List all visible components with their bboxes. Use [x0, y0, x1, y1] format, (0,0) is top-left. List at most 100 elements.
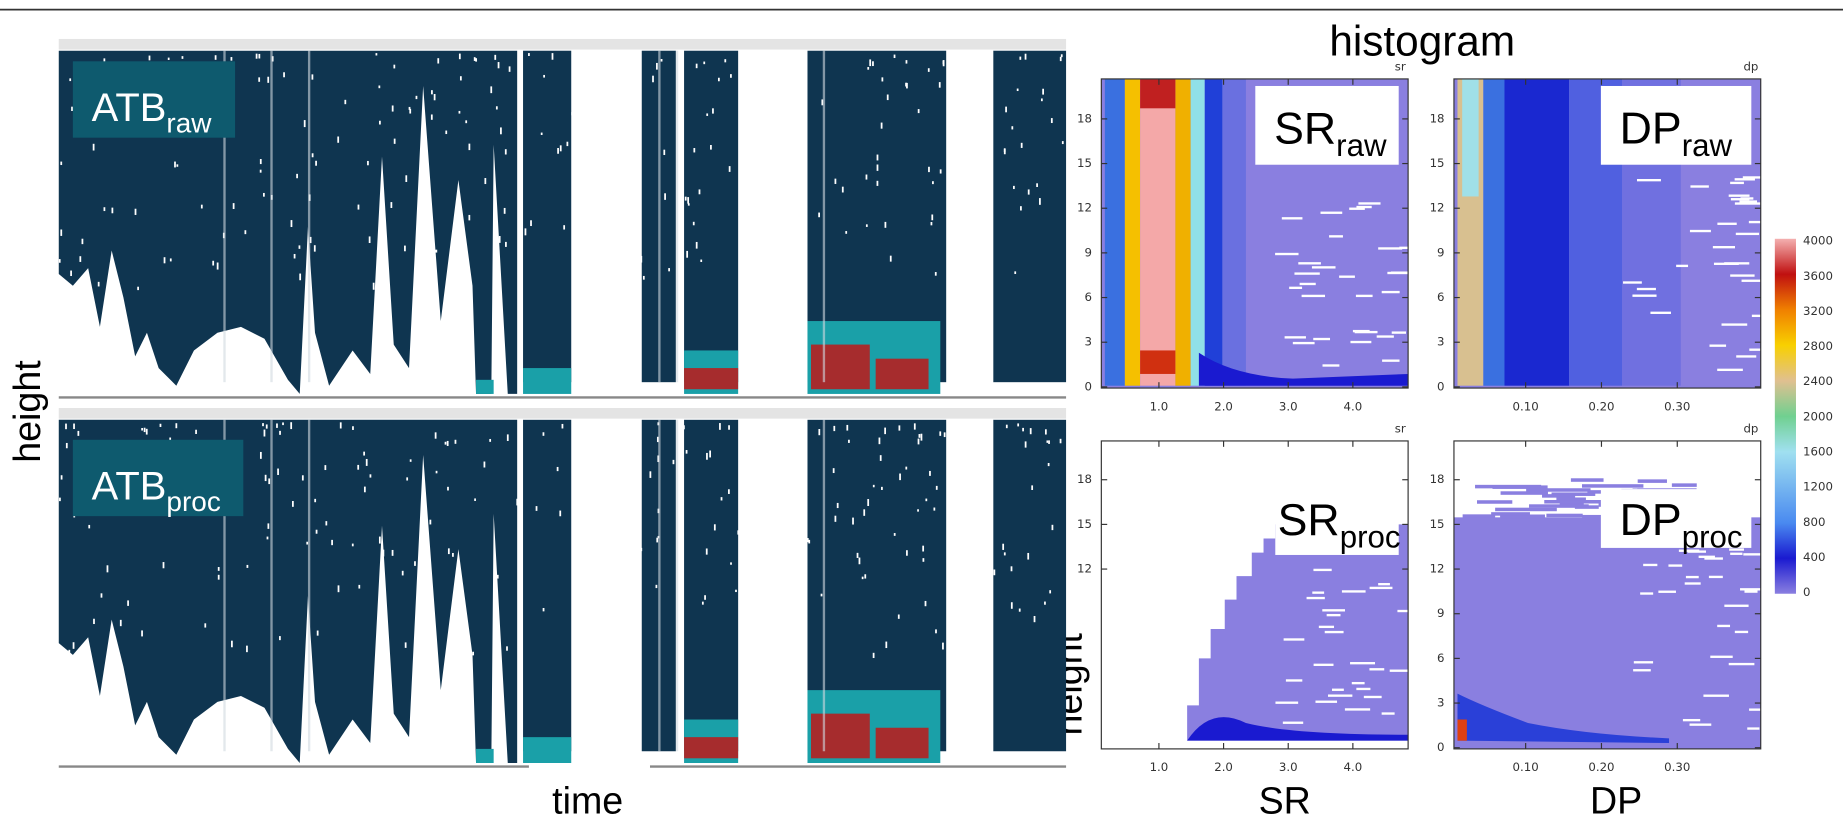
curtain	[993, 50, 1067, 383]
speck	[1381, 290, 1400, 294]
panel-label: SRraw	[1274, 105, 1387, 164]
speck	[1643, 563, 1658, 567]
speck	[416, 590, 419, 596]
speck	[935, 485, 938, 490]
speck	[563, 225, 566, 230]
speck	[942, 60, 945, 65]
streak	[270, 50, 273, 383]
speck	[358, 584, 361, 589]
y-tick-label: 12	[1077, 562, 1092, 576]
speck	[934, 272, 937, 276]
y-tick-label: 0	[1084, 379, 1091, 393]
speck	[447, 486, 449, 491]
x-tick-label: 1.0	[1150, 399, 1169, 413]
speck	[1390, 271, 1412, 274]
speck	[706, 452, 708, 460]
speck	[433, 94, 436, 101]
speck	[660, 58, 663, 62]
speck	[60, 475, 63, 480]
label-main: DP	[1620, 496, 1682, 545]
curtain	[993, 419, 1067, 752]
speck	[1339, 275, 1355, 278]
speck	[779, 201, 782, 208]
speck	[685, 450, 688, 454]
y-tick-label: 3	[1437, 335, 1444, 349]
speck	[974, 488, 977, 495]
y-tick-label: 6	[1437, 290, 1444, 304]
y-tick-label: 12	[1430, 201, 1445, 215]
speck	[1051, 524, 1054, 531]
speck	[1689, 723, 1712, 726]
speck	[1703, 694, 1729, 697]
speck	[375, 53, 378, 56]
speck	[283, 72, 285, 78]
speck	[1283, 638, 1305, 641]
speck	[81, 238, 84, 245]
streak	[658, 50, 661, 383]
speck	[949, 248, 952, 255]
speck	[246, 564, 249, 568]
density	[1581, 484, 1644, 488]
speck	[790, 464, 793, 471]
speck	[834, 515, 837, 522]
speck	[1632, 294, 1657, 297]
speck	[681, 192, 684, 196]
speck	[663, 149, 666, 156]
speck	[1378, 583, 1390, 586]
density	[1457, 719, 1467, 741]
speck	[100, 593, 103, 598]
y-tick-label: 9	[1437, 606, 1444, 620]
speck	[687, 203, 690, 206]
speck	[1678, 549, 1700, 552]
speck	[955, 176, 957, 183]
speck	[796, 476, 799, 480]
speck	[1751, 314, 1767, 318]
speck	[1311, 266, 1336, 269]
y-tick-label: 15	[1077, 517, 1092, 531]
hot-zone	[684, 737, 739, 759]
speck	[174, 161, 176, 168]
speck	[1741, 279, 1764, 282]
speck	[65, 442, 68, 449]
speck	[712, 108, 714, 114]
speck	[401, 570, 404, 576]
speck	[246, 645, 248, 653]
speck	[846, 424, 849, 431]
speck	[880, 122, 883, 129]
speck	[566, 141, 569, 147]
density	[1529, 504, 1589, 508]
speck	[1636, 287, 1656, 291]
colorbar-tick-label: 2400	[1803, 374, 1833, 388]
speck	[789, 112, 792, 116]
speck	[776, 91, 778, 99]
speck	[430, 114, 433, 120]
speck	[609, 108, 612, 114]
speck	[619, 426, 621, 433]
plot-frame	[1100, 440, 1409, 750]
speck	[1049, 590, 1052, 594]
speck	[111, 207, 114, 214]
speck	[1313, 337, 1331, 341]
speck	[232, 203, 235, 210]
speck	[267, 523, 270, 529]
speck	[925, 498, 928, 502]
speck	[946, 530, 949, 538]
speck	[572, 646, 575, 650]
speck	[473, 57, 476, 61]
speck	[1044, 429, 1047, 435]
speck	[879, 455, 882, 461]
speck	[756, 629, 758, 632]
colorbar-tick-label: 3600	[1803, 269, 1833, 283]
speck	[905, 466, 908, 470]
x-tick-label: 0.20	[1588, 760, 1614, 774]
density	[1526, 488, 1591, 492]
speck	[856, 552, 859, 558]
speck	[1730, 552, 1743, 555]
speck	[952, 145, 954, 150]
speck	[314, 498, 317, 503]
speck	[162, 562, 165, 569]
x-tick-label: 2.0	[1214, 760, 1233, 774]
speck	[899, 473, 901, 481]
speck	[267, 76, 270, 83]
speck	[858, 557, 861, 565]
